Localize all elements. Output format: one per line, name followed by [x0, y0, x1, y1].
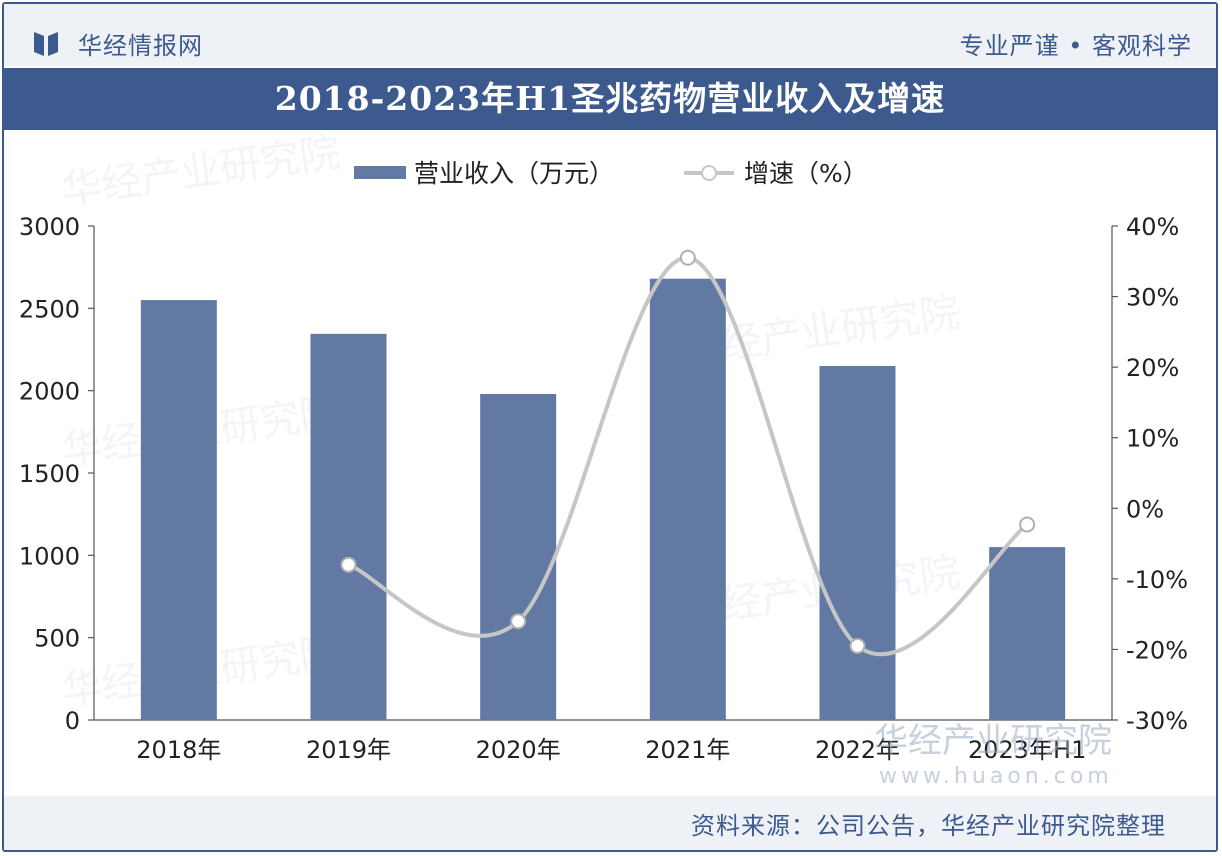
chart-canvas: 华经产业研究院 华经产业研究院 华经产业研究院 华经产业研究院 华经产业研究院 … [19, 129, 1188, 789]
y-right-tick-label: 20% [1126, 354, 1179, 382]
x-tick-label: 2019年 [306, 736, 391, 764]
y-right-tick-label: 40% [1126, 213, 1179, 241]
y-left-tick-label: 0 [65, 707, 80, 735]
x-tick-label: 2021年 [645, 736, 730, 764]
bar [480, 393, 557, 720]
watermark-corner-url: www.huaon.com [879, 764, 1113, 789]
y-right-tick-label: -30% [1126, 707, 1188, 735]
growth-point [679, 249, 696, 266]
y-right-tick-label: 30% [1126, 284, 1179, 312]
legend-swatch-revenue [354, 166, 406, 179]
x-tick-label: 2022年 [815, 736, 900, 764]
title-bar: 2018-2023年H1圣兆药物营业收入及增速 [4, 68, 1216, 130]
watermark-text: 华经产业研究院 [59, 129, 343, 214]
y-left-tick-label: 2000 [19, 378, 80, 406]
x-tick-label: 2018年 [136, 736, 221, 764]
growth-point [1019, 516, 1036, 533]
x-tick-label: 2020年 [476, 736, 561, 764]
source-note: 资料来源：公司公告，华经产业研究院整理 [691, 812, 1166, 840]
legend: 营业收入（万元） 增速（%） [354, 159, 868, 188]
y-right-tick-label: 0% [1126, 495, 1164, 523]
y-right-tick-label: -20% [1126, 636, 1188, 664]
legend-label-revenue: 营业收入（万元） [414, 159, 614, 188]
chart-title: 2018-2023年H1圣兆药物营业收入及增速 [274, 79, 946, 118]
y-left-tick-label: 1000 [19, 542, 80, 570]
watermark-corner: 华经产业研究院 www.huaon.com [874, 721, 1113, 789]
footer-bar: 资料来源：公司公告，华经产业研究院整理 [4, 796, 1216, 850]
bar [819, 365, 896, 720]
brand-bar: 华经情报网 专业严谨 • 客观科学 [4, 4, 1216, 66]
bar-series [140, 278, 1066, 720]
growth-point [340, 556, 357, 573]
growth-point [849, 637, 866, 654]
watermark-corner-name: 华经产业研究院 [874, 721, 1112, 761]
x-tick-label: 2023年H1 [968, 736, 1086, 764]
bar [310, 333, 387, 720]
brand-logo-icon [34, 32, 58, 56]
y-left-tick-label: 1500 [19, 460, 80, 488]
y-right-tick-label: 10% [1126, 425, 1179, 453]
y-left-tick-label: 3000 [19, 213, 80, 241]
y-left-tick-label: 2500 [19, 295, 80, 323]
growth-point [510, 613, 527, 630]
line-series [340, 249, 1036, 657]
legend-label-growth: 增速（%） [744, 159, 868, 188]
bar [989, 547, 1066, 720]
bar [649, 278, 726, 720]
brand-name: 华经情报网 [78, 32, 203, 60]
axes: 0 500 1000 1500 2000 2500 3000 -30% -20% -10% 0% 10… [19, 213, 1188, 764]
bar [140, 300, 217, 720]
legend-swatch-growth-marker [701, 165, 717, 181]
y-right-tick-label: -10% [1126, 566, 1188, 594]
slogan: 专业严谨 • 客观科学 [959, 32, 1192, 60]
y-left-tick-label: 500 [34, 625, 80, 653]
